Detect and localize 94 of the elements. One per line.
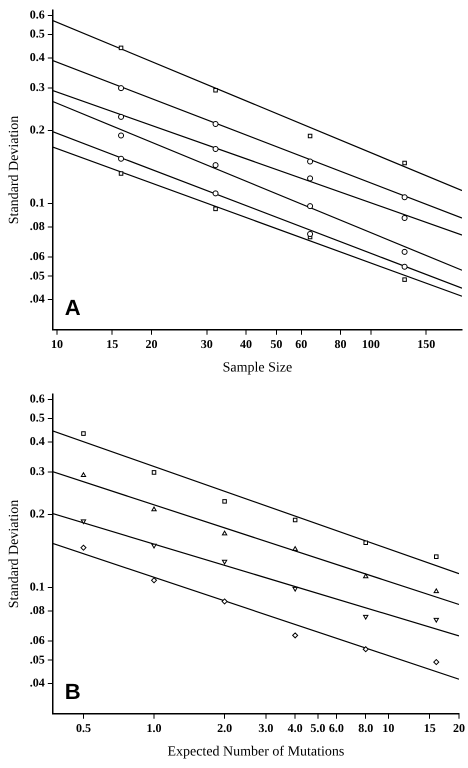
x-tick-label: 20 xyxy=(145,337,158,352)
point xyxy=(152,470,156,475)
point xyxy=(212,121,219,128)
point xyxy=(363,540,368,546)
y-tick-label: 0.2 xyxy=(30,506,45,521)
point xyxy=(402,215,408,222)
point xyxy=(434,618,439,623)
point xyxy=(292,586,298,592)
point xyxy=(363,573,368,578)
annotation: A xyxy=(64,294,81,320)
point xyxy=(118,114,124,120)
point xyxy=(80,519,86,524)
x-tick-label: 10 xyxy=(382,721,394,736)
point xyxy=(402,277,407,282)
y-axis-title: Standard Deviation xyxy=(7,116,22,224)
point xyxy=(402,194,408,200)
y-tick-label: .05 xyxy=(30,652,45,666)
point xyxy=(80,472,86,478)
point xyxy=(222,598,228,604)
x-tick-label: 100 xyxy=(362,337,380,352)
point xyxy=(151,577,158,584)
x-tick-label: 20 xyxy=(453,721,465,736)
y-tick-label: .05 xyxy=(30,268,45,282)
y-tick-label: .08 xyxy=(30,218,45,233)
x-tick-label: 150 xyxy=(417,337,436,352)
point xyxy=(213,88,218,92)
point xyxy=(118,46,124,50)
point xyxy=(212,162,219,168)
annotation: B xyxy=(64,678,81,704)
y-tick-label: .08 xyxy=(30,602,45,617)
point xyxy=(222,530,228,536)
x-tick-label: 2.0 xyxy=(217,721,232,736)
point xyxy=(362,646,369,652)
y-tick-label: 0.1 xyxy=(30,580,45,594)
x-axis-title: Expected Number of Mutations xyxy=(167,744,344,760)
y-tick-label: 0.4 xyxy=(30,50,45,64)
y-tick-label: 0.6 xyxy=(30,391,45,406)
x-tick-label: 4.0 xyxy=(288,721,303,736)
x-tick-label: 15 xyxy=(424,721,436,736)
point xyxy=(307,175,314,182)
y-tick-label: 0.4 xyxy=(30,434,45,448)
y-tick-label: .06 xyxy=(30,633,45,648)
point xyxy=(402,248,408,255)
point xyxy=(118,171,124,176)
x-tick-label: 50 xyxy=(270,337,282,352)
y-tick-label: 0.1 xyxy=(30,196,45,210)
point xyxy=(363,614,368,620)
point xyxy=(213,206,218,212)
point xyxy=(434,554,439,559)
x-tick-label: 6.0 xyxy=(328,721,344,736)
point xyxy=(151,544,157,549)
x-tick-label: 30 xyxy=(200,337,213,352)
point xyxy=(80,544,86,551)
x-tick-label: 15 xyxy=(106,337,118,352)
x-tick-label: 5.0 xyxy=(310,721,326,736)
point xyxy=(402,160,407,166)
point xyxy=(307,231,314,238)
y-tick-label: 0.2 xyxy=(30,122,45,137)
point xyxy=(118,85,124,92)
y-tick-label: 0.3 xyxy=(30,464,45,478)
y-tick-label: .04 xyxy=(30,676,45,690)
y-axis-title: Standard Deviation xyxy=(7,500,22,608)
point xyxy=(307,158,314,165)
x-tick-label: 10 xyxy=(50,337,63,352)
point xyxy=(118,132,124,138)
y-tick-label: 0.5 xyxy=(30,26,45,41)
point xyxy=(307,203,314,210)
x-tick-label: 0.5 xyxy=(76,721,91,736)
point xyxy=(81,431,86,436)
x-tick-label: 80 xyxy=(334,337,347,352)
x-tick-label: 60 xyxy=(295,337,308,352)
point xyxy=(151,506,157,512)
point xyxy=(212,146,219,152)
point xyxy=(222,560,228,564)
point xyxy=(308,134,312,138)
point xyxy=(292,632,298,638)
point xyxy=(212,190,219,196)
point xyxy=(222,499,227,504)
point xyxy=(402,264,408,270)
x-tick-label: 40 xyxy=(240,337,252,352)
x-axis-title: Sample Size xyxy=(222,360,292,376)
x-tick-label: 1.0 xyxy=(146,721,162,736)
point xyxy=(292,518,298,522)
point xyxy=(118,156,124,162)
point xyxy=(433,659,440,666)
point xyxy=(292,546,298,551)
x-tick-label: 3.0 xyxy=(258,721,274,736)
point xyxy=(434,588,439,594)
y-tick-label: 0.5 xyxy=(30,410,45,425)
y-tick-label: 0.3 xyxy=(30,80,45,94)
x-tick-label: 8.0 xyxy=(358,721,374,736)
y-tick-label: 0.6 xyxy=(30,7,45,22)
y-tick-label: .06 xyxy=(30,249,45,264)
y-tick-label: .04 xyxy=(30,292,45,306)
